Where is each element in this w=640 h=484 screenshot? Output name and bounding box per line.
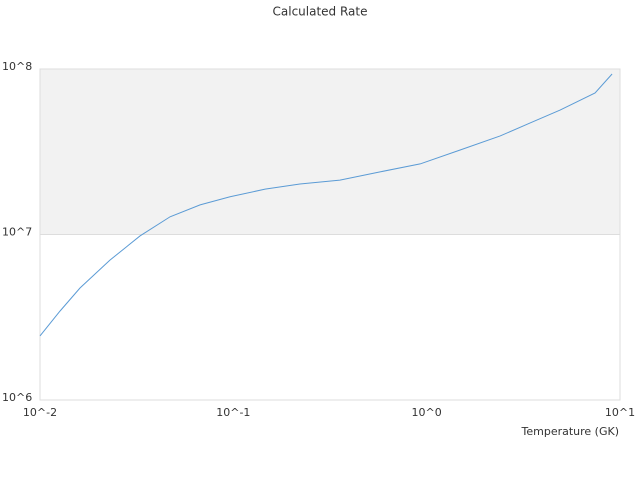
y-tick-label: 10^8 (2, 60, 32, 73)
plot-border (39, 68, 621, 401)
grid-band (40, 69, 620, 235)
x-tick-label: 10^-1 (216, 406, 250, 419)
y-tick-label: 10^7 (2, 226, 32, 239)
y-tick-label: 10^6 (2, 391, 32, 404)
x-tick-label: 10^1 (605, 406, 635, 419)
chart-title: Calculated Rate (273, 5, 368, 19)
x-tick-label: 10^-2 (23, 406, 57, 419)
x-tick-label: 10^0 (412, 406, 442, 419)
line (39, 73, 613, 337)
x-axis-label: Temperature (GK) (521, 425, 620, 438)
